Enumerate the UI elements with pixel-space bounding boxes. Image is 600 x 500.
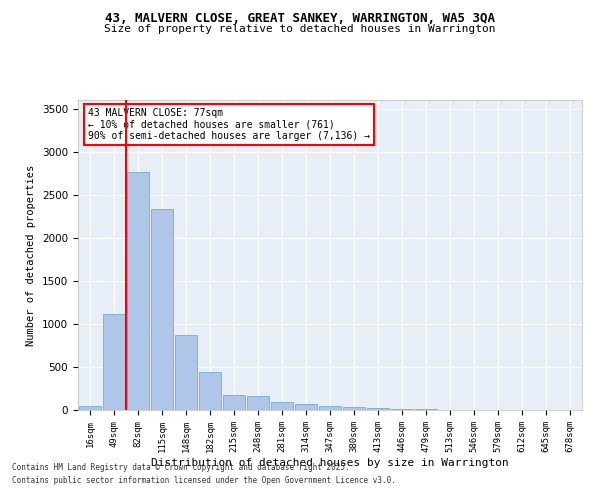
Bar xyxy=(79,406,101,410)
Bar xyxy=(391,409,413,410)
Bar xyxy=(271,402,293,410)
Text: Contains HM Land Registry data © Crown copyright and database right 2025.: Contains HM Land Registry data © Crown c… xyxy=(12,464,350,472)
X-axis label: Distribution of detached houses by size in Warrington: Distribution of detached houses by size … xyxy=(151,458,509,468)
Bar xyxy=(319,406,341,410)
Bar xyxy=(199,372,221,410)
Bar xyxy=(295,404,317,410)
Bar xyxy=(223,395,245,410)
Bar xyxy=(343,408,365,410)
Bar xyxy=(247,396,269,410)
Y-axis label: Number of detached properties: Number of detached properties xyxy=(26,164,37,346)
Text: Size of property relative to detached houses in Warrington: Size of property relative to detached ho… xyxy=(104,24,496,34)
Bar xyxy=(103,314,125,410)
Bar xyxy=(127,172,149,410)
Text: Contains public sector information licensed under the Open Government Licence v3: Contains public sector information licen… xyxy=(12,476,396,485)
Bar xyxy=(175,335,197,410)
Bar xyxy=(151,210,173,410)
Text: 43, MALVERN CLOSE, GREAT SANKEY, WARRINGTON, WA5 3QA: 43, MALVERN CLOSE, GREAT SANKEY, WARRING… xyxy=(105,12,495,26)
Bar xyxy=(367,408,389,410)
Text: 43 MALVERN CLOSE: 77sqm
← 10% of detached houses are smaller (761)
90% of semi-d: 43 MALVERN CLOSE: 77sqm ← 10% of detache… xyxy=(88,108,370,141)
